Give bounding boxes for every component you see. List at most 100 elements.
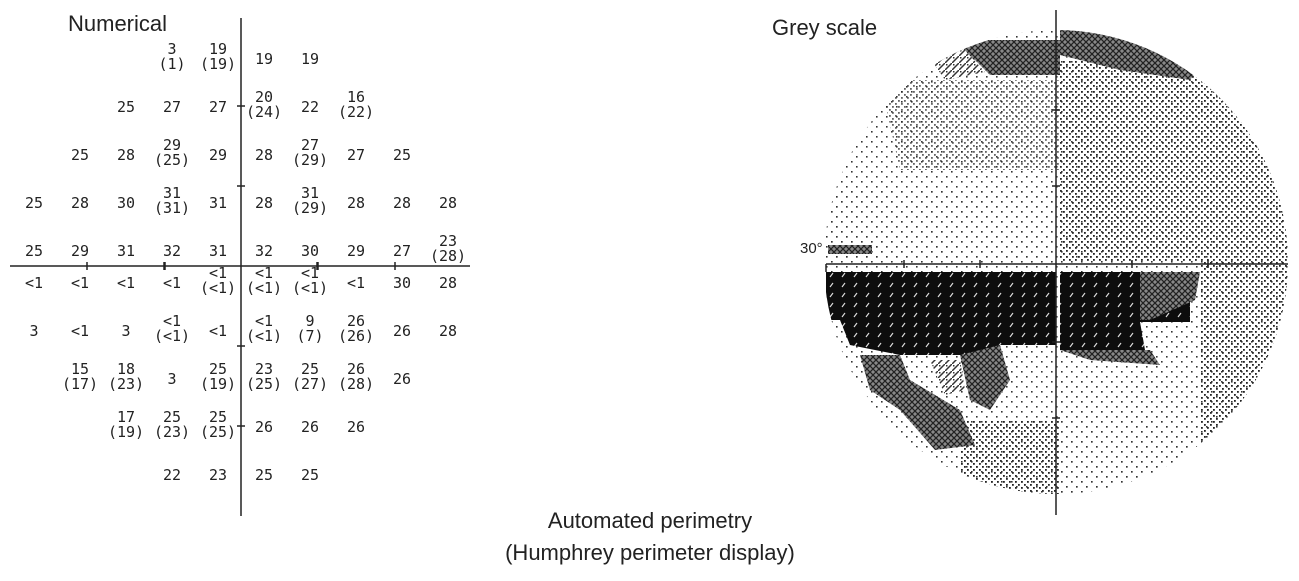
threshold-value: 27 <box>209 98 227 116</box>
threshold-value: 22 <box>163 466 181 484</box>
threshold-value: 16 <box>347 88 365 106</box>
threshold-value: 19 <box>209 40 227 58</box>
threshold-value: 28 <box>439 274 457 292</box>
threshold-value: 23 <box>209 466 227 484</box>
retest-value: (22) <box>338 103 374 121</box>
threshold-value: <1 <box>163 312 181 330</box>
threshold-value: 25 <box>301 360 319 378</box>
threshold-value: 25 <box>255 466 273 484</box>
threshold-value: 31 <box>209 242 227 260</box>
retest-value: (25) <box>246 375 282 393</box>
threshold-value: 25 <box>117 98 135 116</box>
threshold-value: 27 <box>393 242 411 260</box>
threshold-value: 31 <box>163 184 181 202</box>
axis-30-degree-label: 30° <box>800 240 823 257</box>
threshold-value: 3 <box>167 40 176 58</box>
threshold-value: <1 <box>347 274 365 292</box>
threshold-value: 23 <box>439 232 457 250</box>
threshold-value: 27 <box>163 98 181 116</box>
threshold-value: 29 <box>71 242 89 260</box>
threshold-value: 25 <box>25 194 43 212</box>
threshold-value: 29 <box>163 136 181 154</box>
threshold-value: 26 <box>347 418 365 436</box>
retest-value: (24) <box>246 103 282 121</box>
retest-value: (28) <box>338 375 374 393</box>
threshold-value: 28 <box>347 194 365 212</box>
caption-subtitle: (Humphrey perimeter display) <box>505 540 795 565</box>
threshold-value: <1 <box>209 322 227 340</box>
threshold-value: 25 <box>209 360 227 378</box>
threshold-value: 31 <box>301 184 319 202</box>
grey-axis-ticks <box>903 109 1209 419</box>
threshold-value: <1 <box>255 312 273 330</box>
numerical-title: Numerical <box>68 11 168 36</box>
threshold-value: 29 <box>209 146 227 164</box>
threshold-value: 26 <box>255 418 273 436</box>
threshold-value: 25 <box>209 408 227 426</box>
threshold-value: <1 <box>71 274 89 292</box>
threshold-value: 28 <box>439 322 457 340</box>
threshold-value: 26 <box>393 322 411 340</box>
threshold-value: 9 <box>305 312 314 330</box>
threshold-value: 31 <box>117 242 135 260</box>
threshold-value: 3 <box>121 322 130 340</box>
retest-value: (23) <box>108 375 144 393</box>
threshold-value: 3 <box>29 322 38 340</box>
retest-value: (7) <box>296 327 323 345</box>
threshold-value: 28 <box>255 194 273 212</box>
threshold-value: 31 <box>209 194 227 212</box>
threshold-value: 17 <box>117 408 135 426</box>
retest-value: (29) <box>292 151 328 169</box>
threshold-value: 28 <box>255 146 273 164</box>
threshold-value: 30 <box>301 242 319 260</box>
threshold-value: 25 <box>393 146 411 164</box>
retest-value: (25) <box>200 423 236 441</box>
threshold-value: 25 <box>71 146 89 164</box>
retest-value: (19) <box>108 423 144 441</box>
threshold-value: 28 <box>439 194 457 212</box>
threshold-value: 25 <box>163 408 181 426</box>
retest-value: (27) <box>292 375 328 393</box>
retest-value: (26) <box>338 327 374 345</box>
retest-value: (<1) <box>200 279 236 297</box>
threshold-value: 22 <box>301 98 319 116</box>
numerical-axis-ticks <box>86 105 396 427</box>
caption-title: Automated perimetry <box>547 508 753 533</box>
threshold-value: <1 <box>163 274 181 292</box>
threshold-value: 20 <box>255 88 273 106</box>
threshold-value: <1 <box>71 322 89 340</box>
threshold-value: 28 <box>393 194 411 212</box>
retest-value: (25) <box>154 151 190 169</box>
threshold-value: 25 <box>25 242 43 260</box>
threshold-value: 26 <box>347 360 365 378</box>
threshold-value: 25 <box>301 466 319 484</box>
threshold-value: <1 <box>301 264 319 282</box>
threshold-value: 26 <box>347 312 365 330</box>
threshold-value: <1 <box>209 264 227 282</box>
retest-value: (23) <box>154 423 190 441</box>
threshold-value: 27 <box>347 146 365 164</box>
retest-value: (1) <box>158 55 185 73</box>
threshold-value: <1 <box>25 274 43 292</box>
threshold-value: 28 <box>71 194 89 212</box>
threshold-value: 26 <box>393 370 411 388</box>
retest-value: (29) <box>292 199 328 217</box>
threshold-value: <1 <box>255 264 273 282</box>
threshold-value: 3 <box>167 370 176 388</box>
retest-value: (<1) <box>154 327 190 345</box>
retest-value: (<1) <box>246 327 282 345</box>
threshold-value: 18 <box>117 360 135 378</box>
threshold-value: 30 <box>393 274 411 292</box>
threshold-value: 27 <box>301 136 319 154</box>
retest-value: (28) <box>430 247 466 265</box>
retest-value: (17) <box>62 375 98 393</box>
retest-value: (19) <box>200 55 236 73</box>
threshold-value: 32 <box>255 242 273 260</box>
threshold-value: 19 <box>301 50 319 68</box>
threshold-value: 26 <box>301 418 319 436</box>
grey-scale-field <box>824 30 1288 494</box>
threshold-value: 15 <box>71 360 89 378</box>
